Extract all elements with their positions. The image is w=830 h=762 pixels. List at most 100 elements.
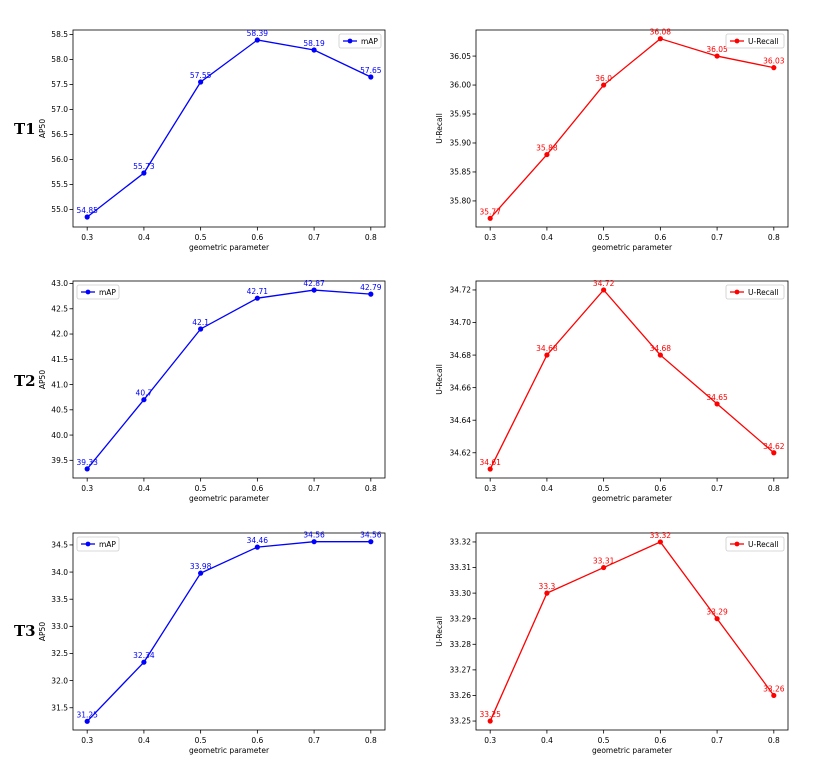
chart4-y-tick-label: 34.62 xyxy=(450,448,472,457)
chart1-series-line xyxy=(86,39,372,218)
chart6-data-point xyxy=(714,616,720,622)
chart5-y-tick-label: 33.0 xyxy=(51,622,68,631)
chart6-x-tick-label: 0.3 xyxy=(484,736,496,745)
chart6-y-axis-label: U-Recall xyxy=(435,616,444,647)
chart2-y-axis-label: U-Recall xyxy=(435,113,444,144)
chart4-data-label: 34.68 xyxy=(536,344,558,353)
chart6-y-tick-label: 33.31 xyxy=(450,563,472,572)
chart3-y-tick-label: 40.5 xyxy=(51,406,68,415)
chart4-series-line xyxy=(489,288,775,470)
chart3-data-point xyxy=(84,466,90,472)
chart1-data-point xyxy=(254,37,260,43)
chart2-y-tick-label: 35.95 xyxy=(450,110,472,119)
chart6-y-tick-label: 33.28 xyxy=(450,640,472,649)
chart2-data-label: 35.77 xyxy=(479,207,501,216)
chart4-data-point xyxy=(657,352,663,358)
chart1-data-label: 57.65 xyxy=(360,66,382,75)
chart3-y-tick-label: 39.5 xyxy=(51,456,68,465)
chart1-data-point xyxy=(84,214,90,220)
chart3-data-label: 42.87 xyxy=(303,279,325,288)
chart1-y-tick-label: 55.0 xyxy=(51,205,68,214)
chart4-data-label: 34.65 xyxy=(706,393,728,402)
chart4-data-point xyxy=(601,287,607,293)
chart1-data-point xyxy=(198,79,204,85)
chart5-data-label: 33.98 xyxy=(190,562,212,571)
chart1-data-label: 54.85 xyxy=(76,206,98,215)
chart1-y-tick-label: 57.5 xyxy=(51,80,68,89)
chart4-y-axis-label: U-Recall xyxy=(435,364,444,395)
chart4-y-tick-label: 34.72 xyxy=(450,286,472,295)
chart3-x-tick-label: 0.7 xyxy=(308,484,320,493)
chart3-y-tick-label: 42.0 xyxy=(51,330,68,339)
chart4-plot-frame xyxy=(475,280,789,479)
row-label-t1: T1 xyxy=(14,120,36,138)
chart2-data-label: 36.03 xyxy=(763,57,785,66)
chart6-data-label: 33.29 xyxy=(706,608,728,617)
chart3-legend-marker xyxy=(85,289,91,295)
chart2-data-label: 36.08 xyxy=(650,28,672,37)
chart6-x-axis-label: geometric parameter xyxy=(592,746,673,755)
chart1-data-label: 58.39 xyxy=(247,29,269,38)
chart5-series-line xyxy=(86,541,371,722)
chart6-data-point xyxy=(487,718,493,724)
chart5-y-tick-label: 31.5 xyxy=(51,703,68,712)
chart4-legend-marker xyxy=(734,289,740,295)
chart6-y-tick-label: 33.30 xyxy=(450,589,472,598)
chart5-x-tick-label: 0.6 xyxy=(251,736,263,745)
chart3-data-label: 42.79 xyxy=(360,283,382,292)
chart5-x-tick-label: 0.8 xyxy=(365,736,377,745)
chart6-data-label: 33.26 xyxy=(763,684,785,693)
chart5-data-label: 31.25 xyxy=(76,710,98,719)
chart6-data-point xyxy=(771,692,777,699)
chart5-data-label: 34.56 xyxy=(360,531,382,540)
chart5-data-point xyxy=(198,570,204,576)
row-label-t2: T2 xyxy=(14,372,36,390)
chart6-y-tick-label: 33.29 xyxy=(450,614,472,623)
chart1-data-point xyxy=(368,74,374,80)
chart2-x-tick-label: 0.4 xyxy=(541,233,553,242)
chart1-data-label: 55.73 xyxy=(133,162,155,171)
chart1-y-axis-label: AP50 xyxy=(38,119,47,138)
chart2-x-axis-label: geometric parameter xyxy=(592,243,673,252)
chart1-x-tick-label: 0.7 xyxy=(308,233,320,242)
chart6-x-tick-label: 0.6 xyxy=(654,736,666,745)
chart4-y-tick-label: 34.68 xyxy=(450,351,472,360)
chart1-legend-label: mAP xyxy=(361,37,378,46)
chart1-y-tick-label: 58.5 xyxy=(51,30,68,39)
chart1-y-tick-label: 56.0 xyxy=(51,155,68,164)
chart3-x-tick-label: 0.8 xyxy=(365,484,377,493)
chart3-x-tick-label: 0.5 xyxy=(195,484,207,493)
chart5-data-label: 32.34 xyxy=(133,651,155,660)
chart4-data-point xyxy=(771,450,777,456)
chart4-data-label: 34.72 xyxy=(593,279,615,288)
chart3-x-tick-label: 0.6 xyxy=(251,484,263,493)
chart5-y-tick-label: 33.5 xyxy=(51,595,68,604)
chart1-legend-marker xyxy=(347,38,353,44)
chart3-x-tick-label: 0.3 xyxy=(81,484,93,493)
chart4-legend-label: U-Recall xyxy=(748,288,779,297)
chart6-data-label: 33.3 xyxy=(539,582,556,591)
chart2-data-point xyxy=(771,65,777,71)
chart4-x-tick-label: 0.5 xyxy=(598,484,610,493)
chart6-legend-marker xyxy=(734,541,740,547)
chart2-data-point xyxy=(657,36,663,42)
chart3-y-tick-label: 43.0 xyxy=(51,279,68,288)
chart6-x-tick-label: 0.8 xyxy=(768,736,780,745)
chart4-x-tick-label: 0.7 xyxy=(711,484,723,493)
chart2-y-tick-label: 36.05 xyxy=(450,52,472,61)
chart6-x-tick-label: 0.5 xyxy=(598,736,610,745)
chart5-legend-label: mAP xyxy=(99,540,116,549)
chart3-data-point xyxy=(311,287,317,293)
chart5-x-axis-label: geometric parameter xyxy=(189,746,270,755)
chart3-legend-box xyxy=(76,284,120,300)
chart6-y-tick-label: 33.26 xyxy=(450,691,472,700)
chart6-data-label: 33.32 xyxy=(650,531,672,540)
chart5-legend-box xyxy=(76,536,120,552)
chart6-data-point xyxy=(544,590,550,596)
chart5-y-tick-label: 32.0 xyxy=(51,676,68,685)
chart5-data-point xyxy=(368,539,374,545)
row-label-t3: T3 xyxy=(14,622,36,640)
chart5-data-point xyxy=(141,659,147,665)
chart3-data-point xyxy=(368,291,374,297)
